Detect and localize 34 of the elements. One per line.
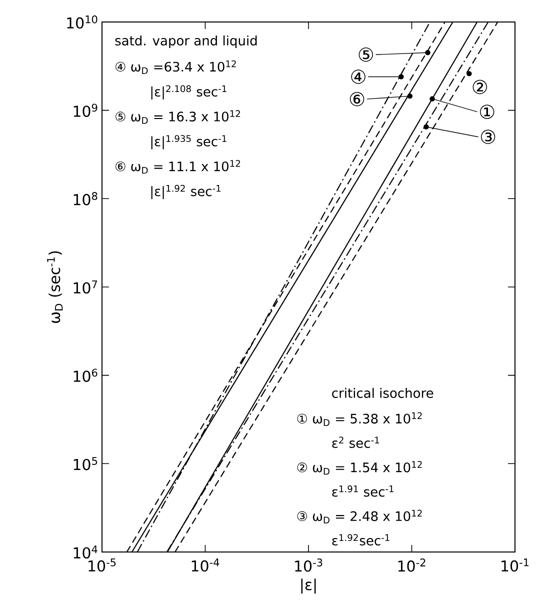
annotation: ⑤ — [358, 48, 374, 62]
y-tick-label: 10$^{10}$ — [67, 15, 98, 29]
annotation: |ε|$^{1.935}$ sec$^{-1}$ — [151, 135, 226, 150]
annotation: ③ ω$_{D}$ = 2.48 x 10$^{12}$ — [297, 510, 422, 524]
annotation: ⑤ ω$_{D}$ = 16.3 x 10$^{12}$ — [116, 110, 240, 124]
y-tick-label: 10$^{4}$ — [74, 545, 98, 559]
annotation: ③ — [480, 130, 496, 144]
y-tick-label: 10$^{8}$ — [74, 192, 98, 206]
annotation: ② — [472, 80, 487, 94]
x-axis-title: |ε| — [301, 578, 316, 594]
y-tick-label: 10$^{6}$ — [74, 368, 98, 382]
x-tick-label: 10$^{-5}$ — [88, 558, 116, 572]
annotation: satd. vapor and liquid — [115, 35, 257, 48]
annotation: ④ ω$_{D}$ =63.4 x 10$^{12}$ — [116, 60, 236, 74]
y-tick-label: 10$^{9}$ — [74, 104, 98, 117]
annotation: critical isochore — [332, 388, 434, 398]
annotation: ε$^{2}$ sec$^{-1}$ — [332, 436, 379, 448]
annotation: ⑥ — [350, 92, 364, 106]
annotation: ⑥ ω$_{D}$ = 11.1 x 10$^{12}$ — [116, 160, 240, 174]
annotation: ε$^{1.92}$sec$^{-1}$ — [332, 534, 390, 546]
y-tick-label: 10$^{7}$ — [74, 280, 98, 294]
x-tick-label: 10$^{-4}$ — [192, 558, 220, 572]
annotation: |ε|$^{2.108}$ sec$^{-1}$ — [151, 85, 226, 100]
annotation: ① ω$_{D}$ = 5.38 x 10$^{12}$ — [297, 412, 422, 426]
y-axis-title: ω$_{D}$ (sec$^{-1}$) — [47, 251, 63, 323]
annotation: ① — [480, 104, 494, 119]
x-tick-label: 10$^{-3}$ — [295, 558, 322, 572]
annotation: ② ω$_{D}$ = 1.54 x 10$^{12}$ — [297, 461, 422, 475]
annotation: ④ — [351, 70, 366, 84]
x-tick-label: 10$^{-1}$ — [502, 558, 529, 572]
x-tick-label: 10$^{-2}$ — [398, 558, 426, 572]
y-tick-label: 10$^{5}$ — [74, 457, 98, 470]
annotation: |ε|$^{1.92}$ sec$^{-1}$ — [151, 184, 221, 200]
annotation: ε$^{1.91}$ sec$^{-1}$ — [332, 485, 394, 497]
